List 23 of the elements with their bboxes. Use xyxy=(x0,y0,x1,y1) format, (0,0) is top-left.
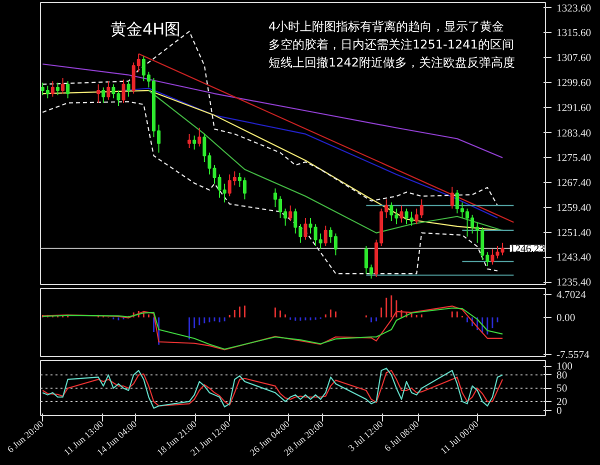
y-tick-label: 1307.60 xyxy=(556,53,592,64)
y-tick-label: 80 xyxy=(556,370,568,382)
y-tick-label: -7.5574 xyxy=(556,350,590,361)
text: 黄金4H图 xyxy=(110,20,181,38)
y-tick-label: 1251.40 xyxy=(556,228,592,239)
y-tick-label: 1259.40 xyxy=(556,202,592,214)
y-tick-label: 1291.60 xyxy=(556,102,592,114)
y-tick-label: 50 xyxy=(556,384,568,395)
y-tick-label: 1235.40 xyxy=(556,278,592,289)
y-tick-label: 0 xyxy=(556,406,562,417)
annotation: 4小时上附图指标有背离的趋向，显示了黄金 xyxy=(268,20,504,34)
y-tick-label: 1283.40 xyxy=(556,128,592,140)
annotation: 多空的胶着，日内还需关注1251-1241的区间 xyxy=(268,38,514,52)
y-tick-label: 1267.40 xyxy=(556,178,592,190)
y-tick-label: 4.7024 xyxy=(556,290,586,301)
y-tick-label: 0.00 xyxy=(556,312,576,324)
ref-line-label: 1246.23 xyxy=(510,244,545,255)
y-tick-label: 1243.40 xyxy=(556,252,592,264)
y-tick-label: 1323.60 xyxy=(556,3,592,14)
y-tick-label: 1299.60 xyxy=(556,78,592,89)
y-tick-label: 1275.40 xyxy=(556,153,592,164)
y-tick-label: 1315.60 xyxy=(556,28,592,40)
annotation: 短线上回撤1242附近做多，关注欧盘反弹高度 xyxy=(268,56,516,70)
